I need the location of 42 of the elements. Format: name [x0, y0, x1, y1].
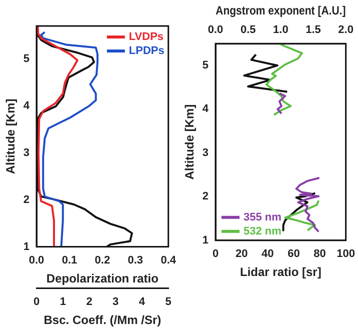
x2-tick-label: 3	[112, 296, 119, 308]
x2-axis-title: Angstrom exponent [A.U.]	[216, 4, 346, 18]
x-tick-label: 0	[212, 248, 219, 260]
y-tick-label: 1	[23, 240, 30, 253]
y-tick-label: 3	[202, 146, 209, 159]
x2-tick-label: 2	[86, 296, 92, 308]
x-tick-label: 100	[336, 248, 356, 260]
x2-tick-label: 0.5	[240, 24, 256, 36]
x-tick-label: 0.2	[94, 254, 110, 266]
y-tick-label: 2	[23, 194, 30, 206]
x-tick-label: 0.3	[128, 254, 144, 266]
y-tick-label: 2	[202, 190, 209, 203]
x-tick-label: 0.1	[62, 254, 78, 266]
legend-label: 355 nm	[244, 211, 282, 224]
x2-tick-label: 4	[138, 296, 146, 308]
x2-tick-label: 0.0	[208, 24, 224, 36]
x-tick-label: 60	[288, 248, 300, 260]
x2-tick-label: 1.0	[273, 24, 288, 36]
y-tick-label: 5	[202, 60, 209, 72]
x2-tick-label: 5	[165, 296, 172, 308]
x2-axis-title: Bsc. Coeff. (/Mm /Sr)	[44, 313, 162, 328]
x2-tick-label: 1	[60, 296, 66, 308]
x-tick-label: 40	[262, 248, 274, 260]
legend-label: 532 nm	[244, 225, 282, 238]
y-tick-label: 4	[23, 100, 30, 112]
x-tick-label: 0.0	[28, 254, 44, 266]
y-tick-label: 3	[23, 146, 30, 159]
x2-tick-label: 1.5	[306, 24, 321, 36]
y-tick-label: 5	[23, 52, 30, 65]
y-tick-label: 4	[202, 103, 210, 116]
x-axis-title: Lidar ratio [sr]	[240, 265, 322, 280]
x-tick-label: 20	[235, 248, 248, 260]
legend-label: LVDPs	[128, 31, 164, 44]
x-tick-label: 0.4	[160, 254, 177, 266]
y-axis-title: Altitude [Km]	[182, 104, 197, 180]
x2-tick-label: 2.0	[338, 24, 354, 36]
x2-tick-label: 0	[33, 296, 40, 308]
y-tick-label: 1	[202, 234, 209, 246]
legend-label: LPDPs	[128, 45, 164, 58]
x-tick-label: 80	[314, 248, 326, 260]
y-axis-title: Altitude [Km]	[4, 98, 18, 174]
x-axis-title: Depolarization ratio	[46, 272, 158, 286]
